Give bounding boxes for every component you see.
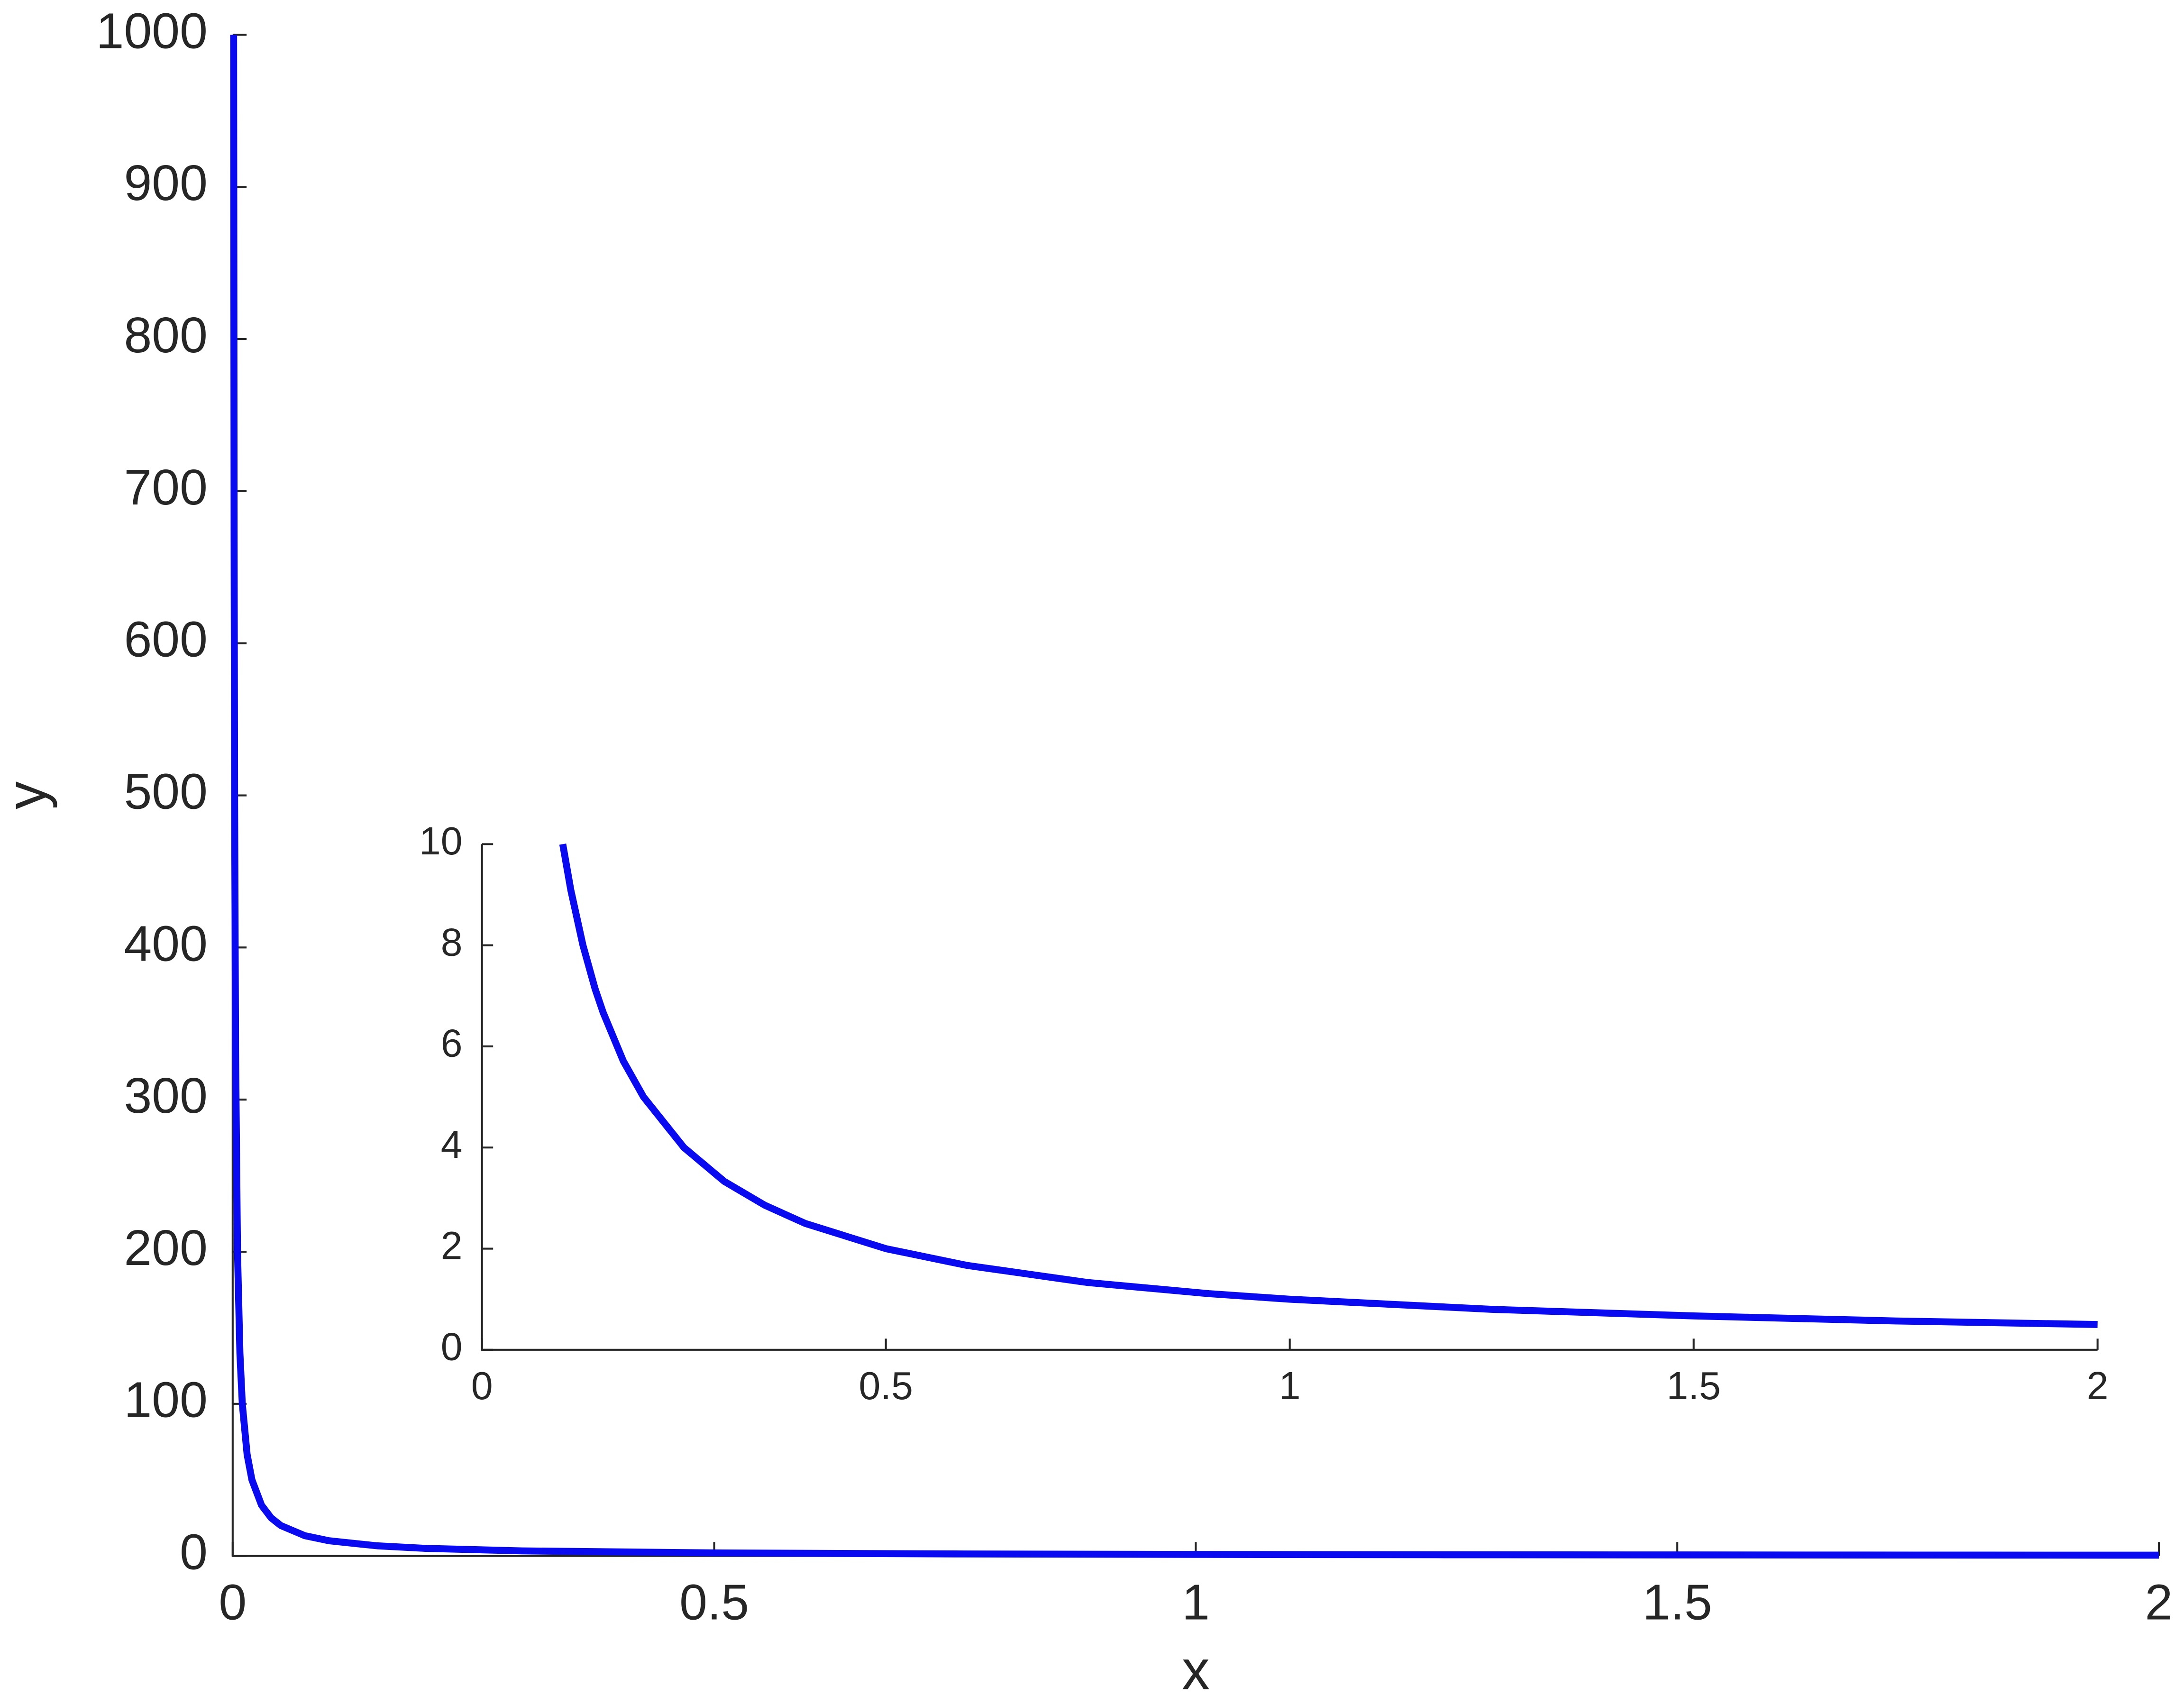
x-tick-label: 1.5 <box>1643 1574 1712 1630</box>
x-tick-label: 2 <box>2087 1365 2109 1408</box>
x-tick-label: 0.5 <box>679 1574 749 1630</box>
x-tick-label: 0 <box>471 1365 493 1408</box>
x-tick-label: 0 <box>219 1574 247 1630</box>
axis-line <box>231 35 2159 1557</box>
y-tick-label: 10 <box>419 820 462 863</box>
y-tick-label: 900 <box>124 155 207 211</box>
axis-line <box>481 844 2098 1351</box>
x-tick-label: 1 <box>1182 1574 1210 1630</box>
y-tick-label: 8 <box>441 921 463 964</box>
data-line <box>559 843 2098 1328</box>
y-tick-label: 200 <box>124 1220 207 1276</box>
y-tick-label: 1000 <box>96 3 208 59</box>
y-axis-label: y <box>0 781 57 809</box>
x-axis-label: x <box>1182 1639 1210 1701</box>
y-tick-label: 400 <box>124 916 207 972</box>
x-tick-label: 2 <box>2145 1574 2173 1630</box>
y-tick-label: 2 <box>441 1224 463 1267</box>
x-tick-label: 1.5 <box>1667 1365 1721 1408</box>
x-tick-label: 0.5 <box>859 1365 913 1408</box>
x-tick-label: 1 <box>1279 1365 1301 1408</box>
y-tick-label: 4 <box>441 1123 463 1166</box>
y-tick-label: 300 <box>124 1068 207 1124</box>
data-line <box>230 35 2159 1559</box>
y-tick-label: 700 <box>124 459 207 515</box>
y-tick-label: 800 <box>124 307 207 363</box>
y-tick-label: 6 <box>441 1022 463 1065</box>
y-tick-label: 0 <box>180 1524 208 1580</box>
y-tick-label: 500 <box>124 763 207 819</box>
y-tick-label: 100 <box>124 1372 207 1428</box>
y-tick-label: 0 <box>441 1326 463 1369</box>
y-tick-label: 600 <box>124 612 207 668</box>
